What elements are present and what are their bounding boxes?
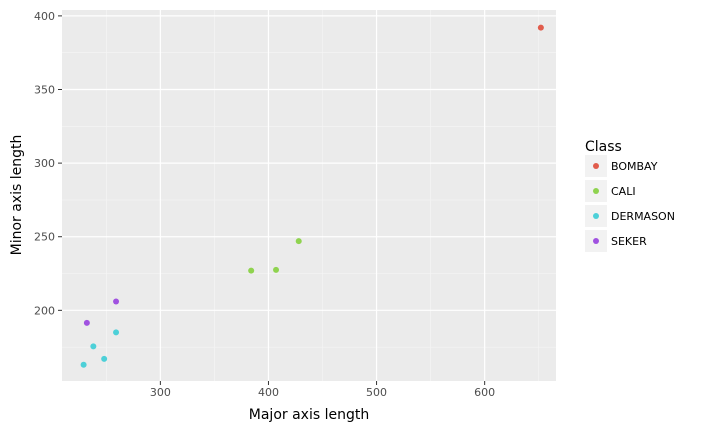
major-gridlines	[62, 10, 556, 381]
legend-label-cali: CALI	[611, 185, 636, 198]
x-tick-label: 500	[366, 386, 387, 399]
data-point-dermason	[90, 343, 97, 350]
legend-title: Class	[585, 139, 622, 155]
legend-label-seker: SEKER	[611, 235, 647, 248]
legend-key-dermason	[593, 213, 599, 219]
data-point-seker	[83, 319, 90, 326]
legend-label-dermason: DERMASON	[611, 210, 675, 223]
y-axis-ticks: 200 250 300 350 400	[34, 10, 62, 317]
y-tick-label: 300	[34, 157, 55, 170]
y-axis-title: Minor axis length	[9, 135, 25, 256]
legend-label-bombay: BOMBAY	[611, 160, 658, 173]
data-points	[80, 24, 544, 368]
legend-key-bombay	[593, 163, 599, 169]
data-point-seker	[113, 298, 120, 305]
legend-key-seker	[593, 238, 599, 244]
legend-key-cali	[593, 188, 599, 194]
y-tick-label: 250	[34, 231, 55, 244]
data-point-cali	[273, 266, 280, 273]
data-point-dermason	[80, 361, 87, 368]
y-tick-label: 350	[34, 84, 55, 97]
legend: Class BOMBAY CALI DERMASON SEKER	[585, 139, 675, 252]
x-axis-ticks: 300 400 500 600	[150, 381, 495, 399]
x-tick-label: 600	[474, 386, 495, 399]
data-point-bombay	[537, 24, 544, 31]
x-tick-label: 400	[258, 386, 279, 399]
legend-items: BOMBAY CALI DERMASON SEKER	[585, 155, 675, 252]
data-point-dermason	[113, 329, 120, 336]
y-tick-label: 200	[34, 304, 55, 317]
plot-panel	[62, 10, 556, 381]
x-tick-label: 300	[150, 386, 171, 399]
data-point-cali	[248, 267, 255, 274]
x-axis-title: Major axis length	[249, 407, 369, 423]
data-point-cali	[295, 238, 302, 245]
minor-gridlines	[62, 10, 556, 381]
y-tick-label: 400	[34, 10, 55, 23]
data-point-dermason	[101, 355, 108, 362]
